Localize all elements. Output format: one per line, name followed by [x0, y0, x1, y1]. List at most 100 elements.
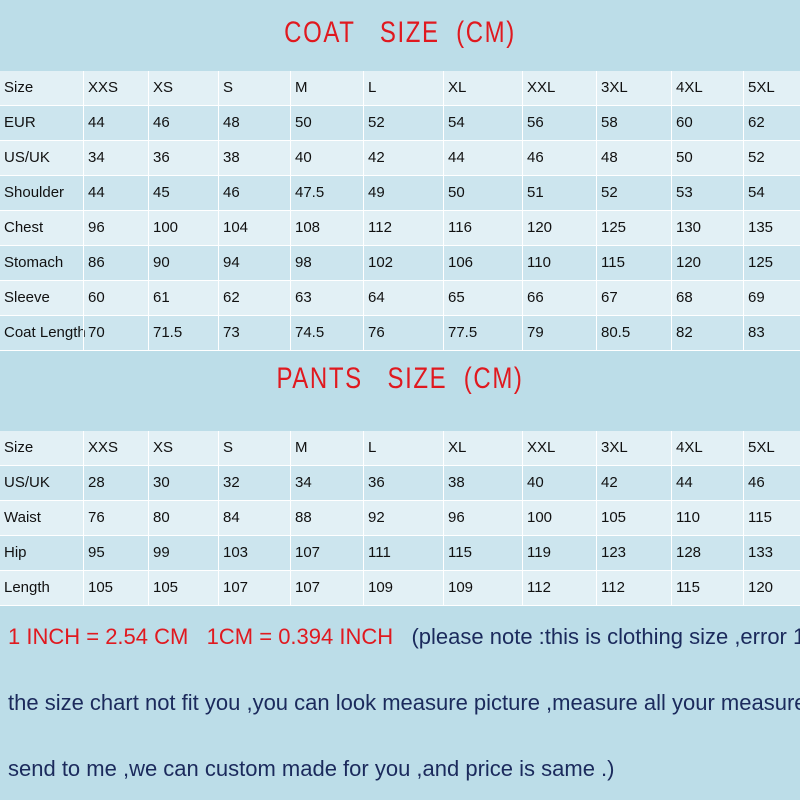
table-cell: 56	[522, 106, 596, 140]
table-row: Size XXS XS S M L XL XXL 3XL 4XL 5XL	[0, 431, 800, 466]
table-cell: 46	[148, 106, 218, 140]
table-cell: 92	[363, 501, 443, 535]
table-cell: 34	[83, 141, 148, 175]
table-cell: Length	[4, 579, 50, 596]
table-row: Sleeve 60 61 62 63 64 65 66 67 68 69	[0, 281, 800, 316]
table-cell: 3XL	[596, 431, 671, 465]
table-cell: 51	[522, 176, 596, 210]
table-cell: 96	[443, 501, 522, 535]
table-cell: 109	[443, 571, 522, 605]
table-cell: M	[290, 71, 363, 105]
table-cell: Size	[4, 79, 34, 96]
table-cell: 5XL	[743, 431, 800, 465]
table-cell: 112	[363, 211, 443, 245]
table-cell: 54	[443, 106, 522, 140]
table-cell: XXS	[83, 431, 148, 465]
table-row: Coat Length 70 71.5 73 74.5 76 77.5 79 80.5 82 83	[0, 316, 800, 351]
note-text: (please note :this is clothing size ,err…	[411, 624, 800, 649]
table-cell: S	[218, 431, 290, 465]
table-cell: 106	[443, 246, 522, 280]
table-cell: 53	[671, 176, 743, 210]
table-cell: 103	[218, 536, 290, 570]
table-cell: 52	[743, 141, 800, 175]
table-cell: 68	[671, 281, 743, 315]
table-cell: XXL	[522, 431, 596, 465]
table-cell: 73	[218, 316, 290, 350]
table-row: US/UK 28 30 32 34 36 38 40 42 44 46	[0, 466, 800, 501]
conversion: 1 INCH = 2.54 CM 1CM = 0.394 INCH	[8, 624, 394, 649]
note-line: send to me ,we can custom made for you ,…	[8, 756, 615, 781]
note-line: 1 INCH = 2.54 CM 1CM = 0.394 INCH (pleas…	[8, 624, 800, 650]
table-cell: 98	[290, 246, 363, 280]
coat-title: COAT SIZE (CM)	[284, 16, 516, 49]
table-cell: 105	[83, 571, 148, 605]
table-cell: Sleeve	[4, 289, 50, 306]
table-cell: 46	[743, 466, 800, 500]
table-row: Shoulder 44 45 46 47.5 49 50 51 52 53 54	[0, 176, 800, 211]
table-cell: 96	[83, 211, 148, 245]
table-cell: 71.5	[148, 316, 218, 350]
table-cell: 76	[83, 501, 148, 535]
pants-title: PANTS SIZE (CM)	[276, 362, 524, 395]
table-cell: 63	[290, 281, 363, 315]
table-cell: EUR	[4, 114, 36, 131]
table-cell: 125	[743, 246, 800, 280]
table-cell: 50	[443, 176, 522, 210]
table-cell: Chest	[4, 219, 44, 236]
table-cell: 50	[671, 141, 743, 175]
table-cell: 49	[363, 176, 443, 210]
table-cell: 36	[148, 141, 218, 175]
table-cell: 54	[743, 176, 800, 210]
table-cell: 76	[363, 316, 443, 350]
table-cell: XL	[443, 71, 522, 105]
table-cell: 44	[83, 176, 148, 210]
table-cell: 90	[148, 246, 218, 280]
table-cell: 28	[83, 466, 148, 500]
table-cell: 105	[596, 501, 671, 535]
table-row: Size XXS XS S M L XL XXL 3XL 4XL 5XL	[0, 71, 800, 106]
table-cell: 115	[443, 536, 522, 570]
table-cell: 4XL	[671, 431, 743, 465]
table-cell: 107	[290, 571, 363, 605]
table-cell: 62	[218, 281, 290, 315]
table-cell: 42	[596, 466, 671, 500]
table-cell: 94	[218, 246, 290, 280]
table-cell: US/UK	[4, 149, 50, 166]
note-line: the size chart not fit you ,you can look…	[8, 690, 800, 715]
table-cell: 109	[363, 571, 443, 605]
table-cell: 119	[522, 536, 596, 570]
table-cell: 44	[443, 141, 522, 175]
table-cell: XL	[443, 431, 522, 465]
table-cell: 100	[522, 501, 596, 535]
table-cell: 70	[83, 316, 148, 350]
table-cell: L	[363, 431, 443, 465]
table-row: Stomach 86 90 94 98 102 106 110 115 120 125	[0, 246, 800, 281]
table-cell: 34	[290, 466, 363, 500]
table-cell: 115	[596, 246, 671, 280]
table-cell: 61	[148, 281, 218, 315]
table-cell: Coat Length	[4, 324, 86, 341]
table-cell: 45	[148, 176, 218, 210]
table-cell: 47.5	[290, 176, 363, 210]
table-cell: XS	[148, 431, 218, 465]
table-row: Length 105 105 107 107 109 109 112 112 115 120	[0, 571, 800, 606]
table-cell: XS	[148, 71, 218, 105]
table-cell: 105	[148, 571, 218, 605]
table-cell: 42	[363, 141, 443, 175]
table-cell: 46	[522, 141, 596, 175]
table-cell: 52	[596, 176, 671, 210]
table-cell: 120	[671, 246, 743, 280]
table-cell: Size	[4, 439, 34, 456]
table-cell: 46	[218, 176, 290, 210]
table-cell: 86	[83, 246, 148, 280]
table-row: Chest 96 100 104 108 112 116 120 125 130 135	[0, 211, 800, 246]
table-cell: 116	[443, 211, 522, 245]
table-cell: 79	[522, 316, 596, 350]
table-cell: L	[363, 71, 443, 105]
table-cell: 60	[671, 106, 743, 140]
table-cell: 67	[596, 281, 671, 315]
table-cell: 69	[743, 281, 800, 315]
table-cell: 48	[218, 106, 290, 140]
table-cell: 99	[148, 536, 218, 570]
